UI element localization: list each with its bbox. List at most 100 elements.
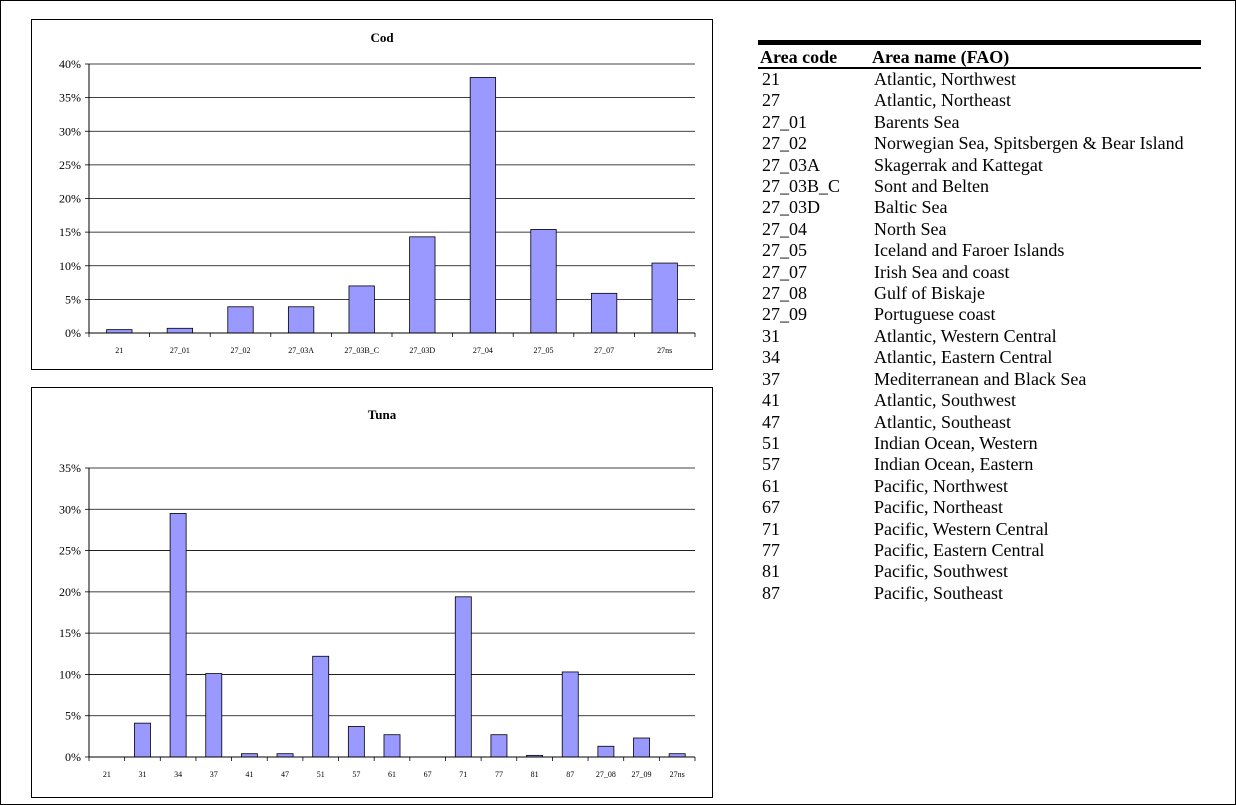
area-code-cell: 27_07 (762, 261, 807, 282)
table-row: 27_03B_C Sont and Belten (758, 176, 1201, 197)
area-name-cell: Atlantic, Southeast (874, 411, 1011, 432)
area-name-cell: Sont and Belten (874, 176, 989, 197)
table-row: 27_03D Baltic Sea (758, 197, 1201, 218)
bar (409, 236, 436, 334)
bar (227, 306, 254, 334)
area-code-cell: 41 (762, 390, 780, 411)
x-tick-label: 27_05 (534, 346, 554, 355)
y-tick-label: 35% (59, 91, 81, 105)
area-code-cell: 34 (762, 347, 780, 368)
bar (287, 306, 315, 334)
area-code-cell: 27_02 (762, 133, 807, 154)
table-row: 41 Atlantic, Southwest (758, 390, 1201, 411)
bar (651, 262, 678, 334)
area-name-cell: Pacific, Western Central (874, 518, 1049, 539)
table-row: 27_08 Gulf of Biskaje (758, 283, 1201, 304)
x-tick-label: 27_02 (231, 346, 251, 355)
area-code-cell: 27_04 (762, 218, 807, 239)
area-code-cell: 27_03D (762, 197, 820, 218)
area-code-cell: 31 (762, 325, 780, 346)
area-code-cell: 27 (762, 90, 780, 111)
x-tick-label: 51 (317, 770, 325, 779)
bar (530, 229, 557, 334)
x-tick-label: 21 (115, 346, 123, 355)
area-code-cell: 27_01 (762, 111, 807, 132)
bar (490, 734, 508, 758)
area-code-cell: 51 (762, 432, 780, 453)
chart-title: Cod (370, 30, 394, 45)
area-name-cell: Pacific, Northeast (874, 497, 1003, 518)
table-row: 77 Pacific, Eastern Central (758, 540, 1201, 561)
y-tick-label: 10% (59, 259, 81, 273)
area-name-cell: Atlantic, Northwest (874, 69, 1016, 89)
x-tick-label: 27_04 (473, 346, 493, 355)
x-tick-label: 81 (531, 770, 539, 779)
header-area-code: Area code (758, 40, 870, 69)
y-tick-label: 15% (59, 225, 81, 239)
table-row: 51 Indian Ocean, Western (758, 433, 1201, 454)
y-tick-label: 15% (59, 626, 81, 640)
y-tick-label: 25% (59, 544, 81, 558)
cod-chart-svg: Cod 0% 5% 10% 15% 20% 25% 30% 35% 40% 21 27_01 27_02… (59, 30, 696, 355)
table-row: 27_02 Norwegian Sea, Spitsbergen & Bear I… (758, 133, 1201, 154)
area-code-cell: 47 (762, 411, 780, 432)
area-name-cell: Mediterranean and Black Sea (874, 368, 1087, 389)
area-code-cell: 27_05 (762, 240, 807, 261)
x-tick-label: 34 (174, 770, 182, 779)
x-tick-label: 61 (388, 770, 396, 779)
x-tick-label: 31 (138, 770, 146, 779)
x-tick-label: 67 (424, 770, 432, 779)
header-area-name: Area name (FAO) (870, 40, 1201, 69)
area-name-cell: Pacific, Southwest (874, 561, 1008, 582)
y-tick-label: 10% (59, 667, 81, 681)
x-tick-label: 27_03D (409, 346, 435, 355)
area-name-cell: Irish Sea and coast (874, 261, 1010, 282)
table-row: 57 Indian Ocean, Eastern (758, 454, 1201, 475)
x-tick-label: 77 (495, 770, 503, 779)
area-name-cell: Atlantic, Western Central (874, 325, 1057, 346)
y-tick-label: 30% (59, 124, 81, 138)
table-row: 27_07 Irish Sea and coast (758, 262, 1201, 283)
y-tick-label: 20% (59, 192, 81, 206)
x-tick-label: 27ns (670, 770, 685, 779)
area-name-cell: North Sea (874, 218, 947, 239)
y-tick-label: 35% (59, 461, 81, 475)
table-row: 27_03A Skagerrak and Kattegat (758, 155, 1201, 176)
bar (633, 737, 650, 758)
area-name-cell: Barents Sea (874, 111, 960, 132)
bar (347, 726, 365, 758)
y-tick-label: 30% (59, 502, 81, 516)
area-name-cell: Baltic Sea (874, 197, 948, 218)
x-tick-label: 37 (210, 770, 218, 779)
area-code-table: Area code Area name (FAO) 21 Atlantic, No… (758, 40, 1201, 604)
table-row: 27_09 Portuguese coast (758, 304, 1201, 325)
table-row: 61 Pacific, Northwest (758, 476, 1201, 497)
area-name-cell: Atlantic, Southwest (874, 390, 1016, 411)
x-tick-label: 27_08 (596, 770, 616, 779)
bar (348, 285, 375, 334)
table-row: 67 Pacific, Northeast (758, 497, 1201, 518)
table-header-row: Area code Area name (FAO) (758, 40, 1201, 69)
bar (169, 513, 187, 758)
area-code-cell: 71 (762, 518, 780, 539)
table-row: 47 Atlantic, Southeast (758, 412, 1201, 433)
area-name-cell: Pacific, Northwest (874, 475, 1008, 496)
cod-chart: Cod 0% 5% 10% 15% 20% 25% 30% 35% 40% 21 27_01 27_02… (31, 19, 713, 370)
table-row: 27_04 North Sea (758, 219, 1201, 240)
table-row: 81 Pacific, Southwest (758, 561, 1201, 582)
bar (106, 329, 133, 334)
x-tick-label: 41 (245, 770, 253, 779)
table-row: 71 Pacific, Western Central (758, 519, 1201, 540)
area-name-cell: Iceland and Faroer Islands (874, 240, 1065, 261)
y-tick-label: 5% (65, 709, 81, 723)
bar (597, 745, 615, 758)
table-row: 27_01 Barents Sea (758, 112, 1201, 133)
bar (561, 671, 579, 758)
area-code-cell: 81 (762, 561, 780, 582)
tuna-chart: Tuna 0% 5% 10% 15% 20% 25% 30% 35% 21 31 34 37 41 47 51… (31, 387, 713, 798)
bar (469, 77, 497, 334)
bar (134, 722, 151, 758)
area-code-cell: 57 (762, 454, 780, 475)
x-tick-label: 21 (103, 770, 111, 779)
area-name-cell: Skagerrak and Kattegat (874, 154, 1043, 175)
